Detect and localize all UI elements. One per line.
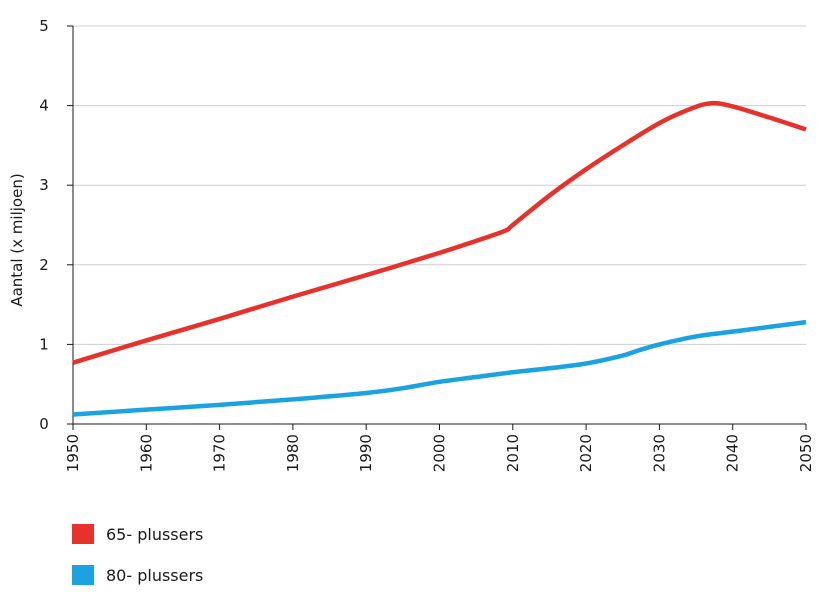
gridlines <box>73 25 806 345</box>
y-tick-label-2: 2 <box>39 256 49 274</box>
x-tick-label-2030: 2030 <box>650 434 668 472</box>
x-tick-label-2000: 2000 <box>431 434 449 472</box>
x-tick-label-1960: 1960 <box>137 434 155 472</box>
legend-label-65-plussers: 65- plussers <box>106 524 204 544</box>
x-tick-label-1950: 1950 <box>64 434 82 472</box>
x-tick-label-2050: 2050 <box>797 434 815 472</box>
legend: 65- plussers 80- plussers <box>72 524 203 606</box>
series-line-65-plussers <box>72 100 807 365</box>
legend-label-80-plussers: 80- plussers <box>106 565 204 585</box>
legend-swatch-65-plussers <box>72 524 94 544</box>
legend-swatch-80-plussers <box>72 565 94 585</box>
y-axis-label: Aantal (x miljoen) <box>8 173 26 306</box>
x-tick-label-1980: 1980 <box>284 434 302 472</box>
y-tick-label-3: 3 <box>39 176 49 194</box>
axes <box>67 25 807 430</box>
y-tick-label-4: 4 <box>39 97 49 115</box>
x-tick-label-2010: 2010 <box>504 434 522 472</box>
x-tick-label-1970: 1970 <box>211 434 229 472</box>
y-tick-label-5: 5 <box>39 17 49 35</box>
series-line-80-plussers <box>72 319 807 417</box>
legend-item-65-plussers: 65- plussers <box>72 524 203 544</box>
legend-item-80-plussers: 80- plussers <box>72 565 203 585</box>
x-tick-label-2020: 2020 <box>577 434 595 472</box>
series-lines <box>72 100 807 417</box>
line-chart: 0 1 2 3 4 5 1950 1960 1970 1980 1990 2000 2010 2020 20… <box>8 17 815 472</box>
y-tick-label-0: 0 <box>39 415 49 433</box>
x-tick-label-1990: 1990 <box>357 434 375 472</box>
y-tick-label-1: 1 <box>39 335 49 353</box>
tick-labels: 0 1 2 3 4 5 1950 1960 1970 1980 1990 2000 2010 2020 20… <box>39 17 815 472</box>
x-tick-label-2040: 2040 <box>724 434 742 472</box>
